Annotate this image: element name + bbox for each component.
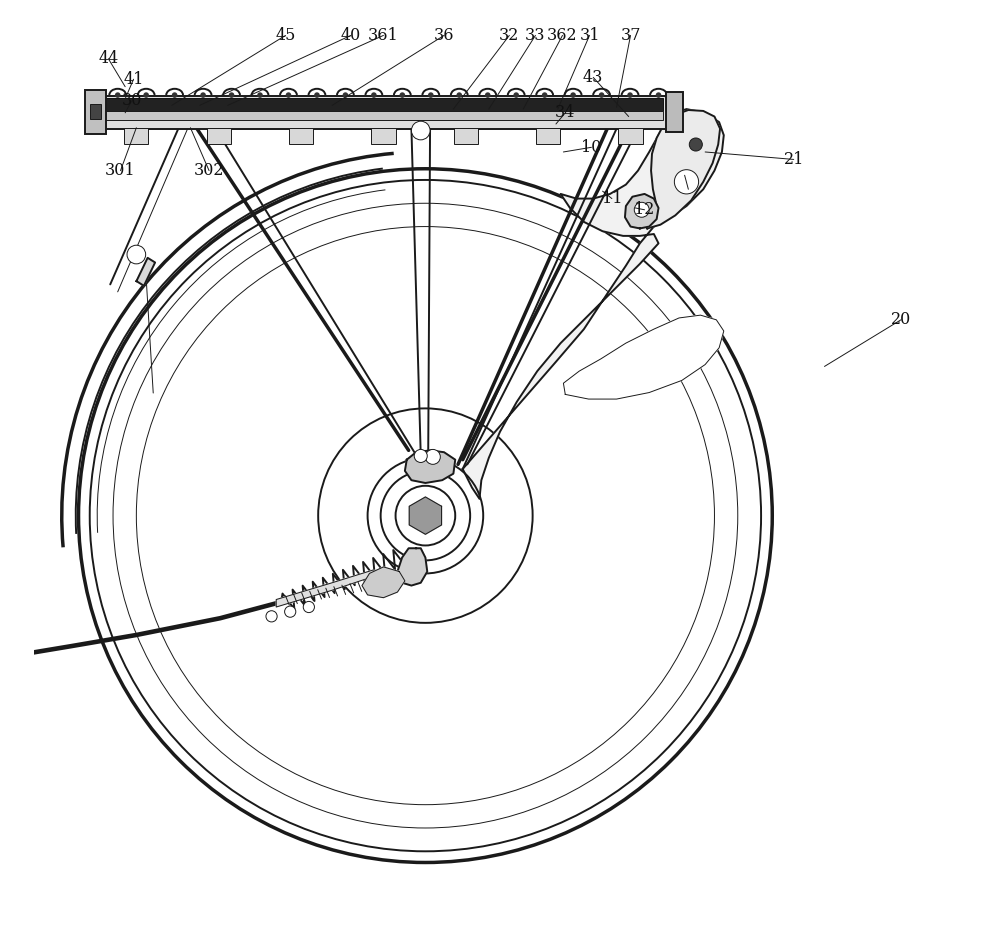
Circle shape bbox=[674, 170, 699, 194]
Circle shape bbox=[127, 245, 146, 264]
Bar bbox=[207, 128, 231, 144]
Circle shape bbox=[411, 121, 430, 140]
Polygon shape bbox=[362, 567, 405, 598]
Circle shape bbox=[513, 92, 519, 98]
Circle shape bbox=[689, 138, 702, 151]
Circle shape bbox=[570, 92, 576, 98]
Circle shape bbox=[172, 92, 177, 98]
Circle shape bbox=[371, 92, 377, 98]
Polygon shape bbox=[409, 497, 442, 535]
Bar bbox=[104, 112, 663, 120]
Bar bbox=[454, 128, 478, 144]
Text: 10: 10 bbox=[581, 139, 602, 156]
Circle shape bbox=[200, 92, 206, 98]
Text: 30: 30 bbox=[121, 92, 142, 109]
Text: 41: 41 bbox=[123, 70, 144, 88]
Text: 32: 32 bbox=[499, 27, 520, 44]
Bar bbox=[104, 98, 663, 111]
Circle shape bbox=[414, 449, 427, 462]
Polygon shape bbox=[405, 450, 455, 483]
Circle shape bbox=[143, 92, 149, 98]
Polygon shape bbox=[397, 548, 427, 585]
Text: 361: 361 bbox=[368, 27, 399, 44]
Circle shape bbox=[285, 606, 296, 617]
Text: 44: 44 bbox=[98, 51, 118, 68]
Text: 45: 45 bbox=[275, 27, 296, 44]
Bar bbox=[124, 128, 148, 144]
Text: 43: 43 bbox=[583, 68, 603, 86]
Circle shape bbox=[303, 601, 314, 613]
Bar bbox=[289, 128, 313, 144]
Circle shape bbox=[229, 92, 234, 98]
Bar bbox=[371, 128, 396, 144]
Text: 40: 40 bbox=[341, 27, 361, 44]
Circle shape bbox=[425, 449, 440, 464]
Polygon shape bbox=[136, 258, 155, 286]
Text: 12: 12 bbox=[634, 202, 655, 219]
Text: 33: 33 bbox=[525, 27, 546, 44]
Bar bbox=[536, 128, 560, 144]
Text: 362: 362 bbox=[547, 27, 578, 44]
Text: 21: 21 bbox=[784, 151, 804, 168]
Circle shape bbox=[428, 92, 434, 98]
Bar bbox=[85, 90, 106, 134]
Circle shape bbox=[400, 92, 405, 98]
Text: 302: 302 bbox=[194, 162, 224, 179]
Text: 301: 301 bbox=[105, 162, 136, 179]
Circle shape bbox=[656, 92, 661, 98]
Polygon shape bbox=[563, 315, 724, 399]
Polygon shape bbox=[276, 569, 374, 607]
Text: 36: 36 bbox=[434, 27, 454, 44]
Circle shape bbox=[456, 92, 462, 98]
Circle shape bbox=[542, 92, 547, 98]
Circle shape bbox=[266, 611, 277, 622]
Circle shape bbox=[599, 92, 604, 98]
Circle shape bbox=[485, 92, 491, 98]
Bar bbox=[99, 96, 668, 129]
Polygon shape bbox=[647, 110, 720, 229]
Text: 34: 34 bbox=[555, 104, 575, 121]
Text: 20: 20 bbox=[891, 311, 911, 328]
Circle shape bbox=[314, 92, 320, 98]
Text: 37: 37 bbox=[620, 27, 641, 44]
Bar bbox=[666, 92, 683, 132]
Circle shape bbox=[343, 92, 348, 98]
Circle shape bbox=[286, 92, 291, 98]
Circle shape bbox=[115, 92, 120, 98]
Polygon shape bbox=[463, 109, 724, 499]
Polygon shape bbox=[625, 194, 659, 229]
Bar bbox=[90, 104, 101, 119]
Text: 31: 31 bbox=[579, 27, 600, 44]
Circle shape bbox=[634, 203, 649, 218]
Circle shape bbox=[627, 92, 633, 98]
Text: 11: 11 bbox=[602, 190, 622, 207]
Circle shape bbox=[396, 486, 455, 546]
Bar bbox=[618, 128, 643, 144]
Circle shape bbox=[257, 92, 263, 98]
